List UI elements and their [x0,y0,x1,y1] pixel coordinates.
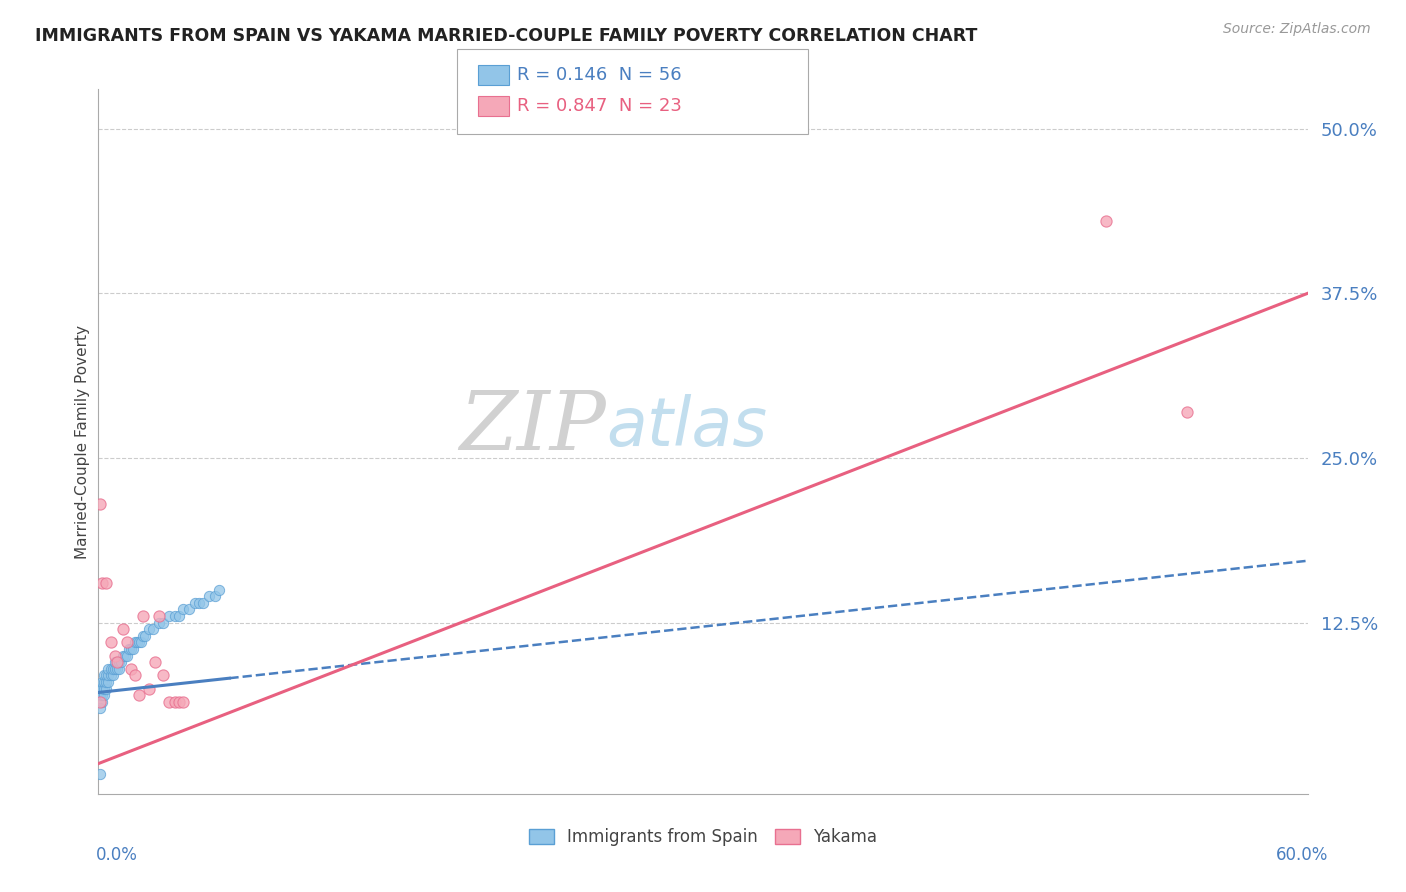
Point [193,596,215,610]
Point [103,655,125,669]
Point [142,622,165,636]
Point [91,695,114,709]
Point [134,629,156,643]
Point [111,648,134,663]
Point [91,688,114,702]
Point [128,688,150,702]
Point [152,668,174,682]
Point [103,648,125,663]
Point [96,674,118,689]
Text: R = 0.847  N = 23: R = 0.847 N = 23 [517,97,682,115]
Point [91,681,114,696]
Text: Source: ZipAtlas.com: Source: ZipAtlas.com [1223,22,1371,37]
Point [114,648,136,663]
Point [163,695,186,709]
Point [100,668,122,682]
Legend: Immigrants from Spain, Yakama: Immigrants from Spain, Yakama [522,822,884,853]
Point [105,662,128,676]
Point [167,695,190,709]
Point [184,596,207,610]
Point [128,635,150,649]
Point [118,642,141,657]
Text: R = 0.146  N = 56: R = 0.146 N = 56 [517,66,682,84]
Point [120,662,142,676]
Point [89,497,111,511]
Point [101,668,124,682]
Point [93,681,115,696]
Point [138,681,160,696]
Point [157,609,180,624]
Point [93,674,115,689]
Point [89,695,111,709]
Point [172,695,194,709]
Point [163,609,186,624]
Point [138,622,160,636]
Point [152,615,174,630]
Point [115,648,138,663]
Text: IMMIGRANTS FROM SPAIN VS YAKAMA MARRIED-COUPLE FAMILY POVERTY CORRELATION CHART: IMMIGRANTS FROM SPAIN VS YAKAMA MARRIED-… [35,27,977,45]
Point [101,662,124,676]
Point [157,695,180,709]
Text: ZIP: ZIP [460,387,606,467]
Point [97,668,120,682]
Point [105,655,128,669]
Point [115,635,138,649]
Point [91,674,114,689]
Point [204,590,226,604]
Point [96,668,118,682]
Point [167,609,190,624]
Point [96,681,118,696]
Point [132,609,155,624]
Point [89,701,111,715]
Point [148,609,170,624]
Point [89,767,111,781]
Point [172,602,194,616]
Point [124,635,146,649]
Point [1095,214,1118,228]
Point [107,655,129,669]
Point [179,602,201,616]
Text: 0.0%: 0.0% [96,846,138,863]
Y-axis label: Married-Couple Family Poverty: Married-Couple Family Poverty [75,325,90,558]
Point [125,635,148,649]
Point [97,674,120,689]
Point [129,635,152,649]
Point [143,655,166,669]
Point [107,662,129,676]
Point [100,662,122,676]
Point [111,622,134,636]
Point [208,582,231,597]
Point [89,688,111,702]
Text: atlas: atlas [606,394,768,460]
Point [124,668,146,682]
Point [132,629,155,643]
Point [96,576,118,591]
Point [97,662,120,676]
Point [103,662,125,676]
Point [89,681,111,696]
Point [100,635,122,649]
Point [91,576,114,591]
Point [121,642,143,657]
Point [1175,405,1198,419]
Point [110,655,132,669]
Point [188,596,211,610]
Point [198,590,221,604]
Point [93,668,115,682]
Point [93,688,115,702]
Point [120,642,142,657]
Point [148,615,170,630]
Text: 60.0%: 60.0% [1277,846,1329,863]
Point [105,655,128,669]
